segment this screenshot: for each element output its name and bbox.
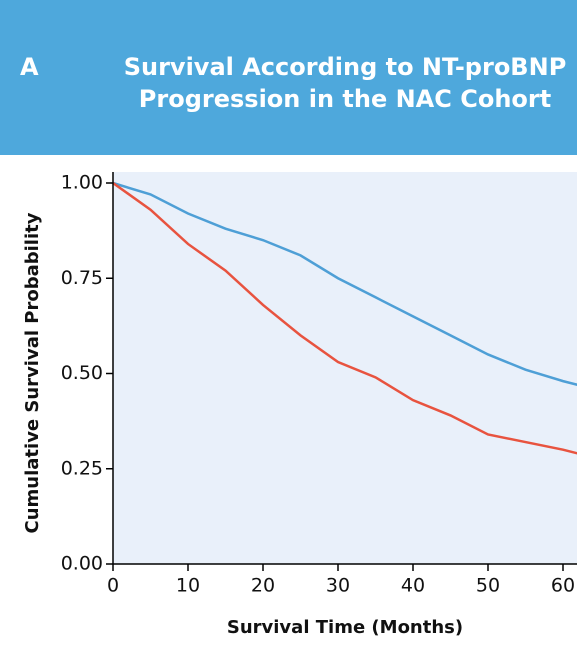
x-tick-label: 30	[326, 575, 350, 597]
x-tick-label: 40	[401, 575, 425, 597]
x-tick-label: 60	[551, 575, 575, 597]
y-axis-title: Cumulative Survival Probability	[22, 212, 43, 533]
plot-background	[113, 172, 577, 564]
panel-label: A	[20, 53, 39, 81]
survival-curve	[112, 181, 577, 386]
y-tick-label: 0.75	[61, 267, 103, 289]
x-tick-label: 0	[107, 575, 119, 597]
y-tick-label: 1.00	[61, 172, 103, 194]
x-tick-label: 10	[176, 575, 200, 597]
x-axis-title: Survival Time (Months)	[227, 617, 463, 638]
y-tick-label: 0.50	[61, 362, 103, 384]
chart-title: Survival According to NT-proBNP Progressi…	[124, 53, 567, 113]
x-tick-label: 50	[476, 575, 500, 597]
x-tick-label: 20	[251, 575, 275, 597]
survival-curve	[112, 181, 577, 455]
header-band	[0, 0, 577, 155]
y-tick-label: 0.00	[61, 553, 103, 575]
y-tick-label: 0.25	[61, 457, 103, 479]
